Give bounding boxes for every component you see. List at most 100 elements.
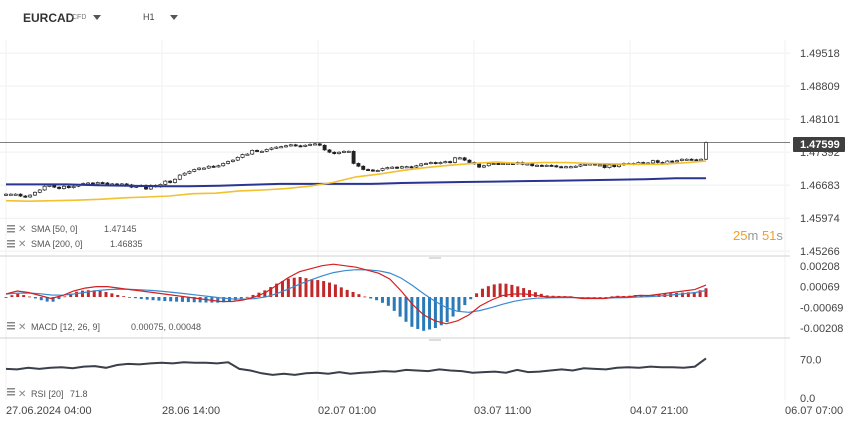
candle-body xyxy=(366,169,371,172)
macd-histogram-bar xyxy=(386,297,390,306)
candle-body xyxy=(564,166,568,169)
candle-body xyxy=(192,169,197,172)
macd-histogram-bar xyxy=(133,297,137,299)
candle-body xyxy=(235,157,240,161)
rsi-axis: 70.0 0.0 xyxy=(800,355,821,406)
macd-histogram-bar xyxy=(610,296,614,298)
macd-histogram-bar xyxy=(175,297,179,302)
candle-body xyxy=(42,185,47,191)
candle-body xyxy=(279,146,284,149)
macd-tick-label: -0.00208 xyxy=(800,323,843,335)
macd-histogram-bar xyxy=(57,297,61,300)
countdown-seconds: 51 xyxy=(761,228,777,243)
candle-body xyxy=(168,180,173,183)
candle-body xyxy=(433,162,438,165)
time-tick-label: 06.07 07:00 xyxy=(785,405,843,417)
candle-body xyxy=(694,159,699,162)
candle-countdown: 25m 51s xyxy=(733,228,783,243)
candle-body xyxy=(414,165,419,168)
time-tick-label: 27.06.2024 04:00 xyxy=(6,405,92,417)
macd-histogram-bar xyxy=(551,295,555,297)
macd-histogram-bar xyxy=(4,297,8,298)
candle-body xyxy=(356,163,361,167)
macd-histogram-bar xyxy=(98,290,102,297)
macd-histogram-bar xyxy=(110,293,114,297)
macd-histogram-bar xyxy=(45,297,49,302)
candle-body xyxy=(201,167,206,170)
candle-body xyxy=(530,163,535,167)
candle-body xyxy=(66,185,71,188)
timeframe-dropdown-icon[interactable] xyxy=(170,15,178,20)
price-tick-label: 1.45266 xyxy=(800,246,840,258)
separator-1 xyxy=(0,255,790,259)
remove-indicator-icon[interactable]: ✕ xyxy=(18,322,26,333)
macd-histogram-bar xyxy=(533,292,537,297)
macd-histogram-bar xyxy=(298,277,302,297)
drag-handle-icon[interactable] xyxy=(7,240,15,248)
symbol-selector[interactable]: EURCAD xyxy=(23,11,75,25)
macd-histogram-bar xyxy=(392,297,396,311)
candle-body xyxy=(100,182,105,185)
macd-histogram-bar xyxy=(216,297,220,303)
candle-body xyxy=(18,193,23,197)
candle-body xyxy=(71,185,76,188)
remove-indicator-icon[interactable]: ✕ xyxy=(18,239,26,250)
candle-body xyxy=(163,180,168,185)
candle-body xyxy=(395,166,399,169)
candle-body xyxy=(457,157,462,160)
candle-body xyxy=(380,168,385,171)
timeframe-selector[interactable]: H1 xyxy=(143,12,155,22)
drag-handle-icon[interactable] xyxy=(7,322,15,330)
symbol-dropdown-icon[interactable] xyxy=(93,15,101,20)
macd-histogram-bar xyxy=(351,291,355,297)
time-tick-label: 28.06 14:00 xyxy=(162,405,220,417)
macd-histogram-bar xyxy=(422,297,426,331)
macd-histogram-bar xyxy=(457,297,461,311)
candle-body xyxy=(187,170,192,174)
macd-histogram-bar xyxy=(328,282,332,297)
macd-histogram-bar xyxy=(522,288,526,297)
drag-handle-icon[interactable] xyxy=(7,388,15,396)
candle-body xyxy=(573,165,578,168)
macd-histogram-bar xyxy=(269,287,273,297)
current-price-label: 1.47599 xyxy=(793,137,845,152)
candle-body xyxy=(496,163,501,165)
macd-histogram-bar xyxy=(439,297,443,326)
macd-histogram-bar xyxy=(475,293,479,297)
candle-body xyxy=(8,193,13,196)
candle-body xyxy=(327,149,332,153)
price-tick-label: 1.45974 xyxy=(800,213,840,225)
macd-histogram-bar xyxy=(69,293,73,297)
macd-histogram-bar xyxy=(75,291,79,297)
candle-body xyxy=(578,164,583,167)
rsi-line xyxy=(5,357,707,376)
macd-histogram-bar xyxy=(239,297,243,299)
macd-legend: ✕ MACD [12, 26, 9] 0.00075, 0.00048 xyxy=(7,322,201,333)
macd-histogram-bar xyxy=(333,284,337,297)
candle-body xyxy=(467,159,472,163)
candle-body xyxy=(399,166,404,169)
macd-histogram-bar xyxy=(186,297,190,303)
candle-body xyxy=(226,161,231,164)
macd-histogram xyxy=(4,277,708,331)
candle-body xyxy=(274,146,279,149)
macd-tick-label: -0.00069 xyxy=(800,302,843,314)
candle-body xyxy=(308,143,313,146)
macd-histogram-bar xyxy=(369,297,373,299)
sma50-legend: ✕ SMA [50, 0] 1.47145 xyxy=(7,224,137,235)
candle-body xyxy=(675,160,679,163)
drag-handle-icon[interactable] xyxy=(7,225,15,233)
remove-indicator-icon[interactable]: ✕ xyxy=(18,389,26,400)
candle-body xyxy=(33,191,37,196)
macd-histogram-bar xyxy=(416,297,420,329)
macd-histogram-bar xyxy=(469,297,473,300)
candle-body xyxy=(607,164,612,168)
candle-body xyxy=(346,150,351,153)
price-tick-label: 1.49518 xyxy=(800,48,840,60)
macd-histogram-bar xyxy=(345,289,349,297)
candle-body xyxy=(448,161,453,164)
candle-body xyxy=(453,157,457,163)
macd-histogram-bar xyxy=(516,286,520,297)
remove-indicator-icon[interactable]: ✕ xyxy=(18,224,26,235)
